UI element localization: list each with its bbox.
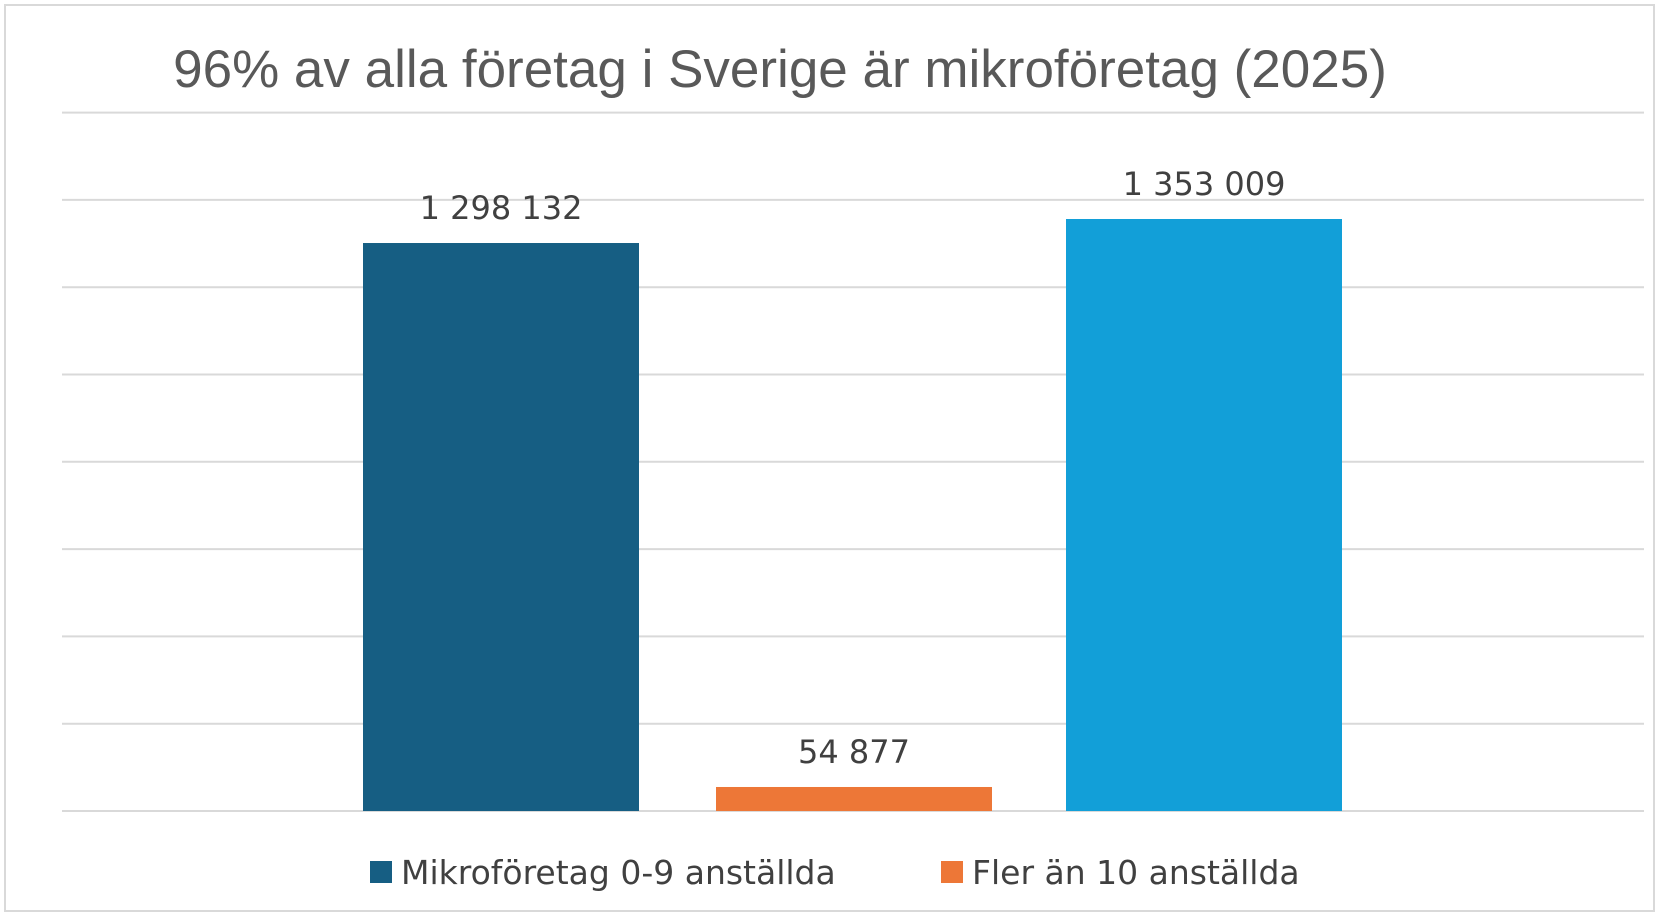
- legend-item-mikroforetag: Mikroföretag 0-9 anställda: [370, 850, 836, 894]
- legend-item-fler-an-10: Fler än 10 anställda: [941, 850, 1300, 894]
- legend-label-mikroforetag: Mikroföretag 0-9 anställda: [401, 852, 836, 892]
- legend-swatch-fler-an-10: [941, 861, 963, 883]
- legend-swatch-mikroforetag: [370, 861, 392, 883]
- bar-mikroforetag: [363, 243, 639, 812]
- chart-title: 96% av alla företag i Sverige är mikrofö…: [173, 40, 1387, 99]
- legend-label-fler-an-10: Fler än 10 anställda: [972, 852, 1300, 892]
- bar-fler-an-10: [716, 786, 992, 811]
- data-label: 54 877: [798, 733, 910, 771]
- bar-totalt: [1066, 219, 1342, 811]
- chart-area: [4, 4, 1655, 912]
- data-label: 1 298 132: [420, 189, 583, 227]
- data-label: 1 353 009: [1123, 165, 1286, 203]
- legend: Mikroföretag 0-9 anställda Fler än 10 an…: [0, 850, 1659, 894]
